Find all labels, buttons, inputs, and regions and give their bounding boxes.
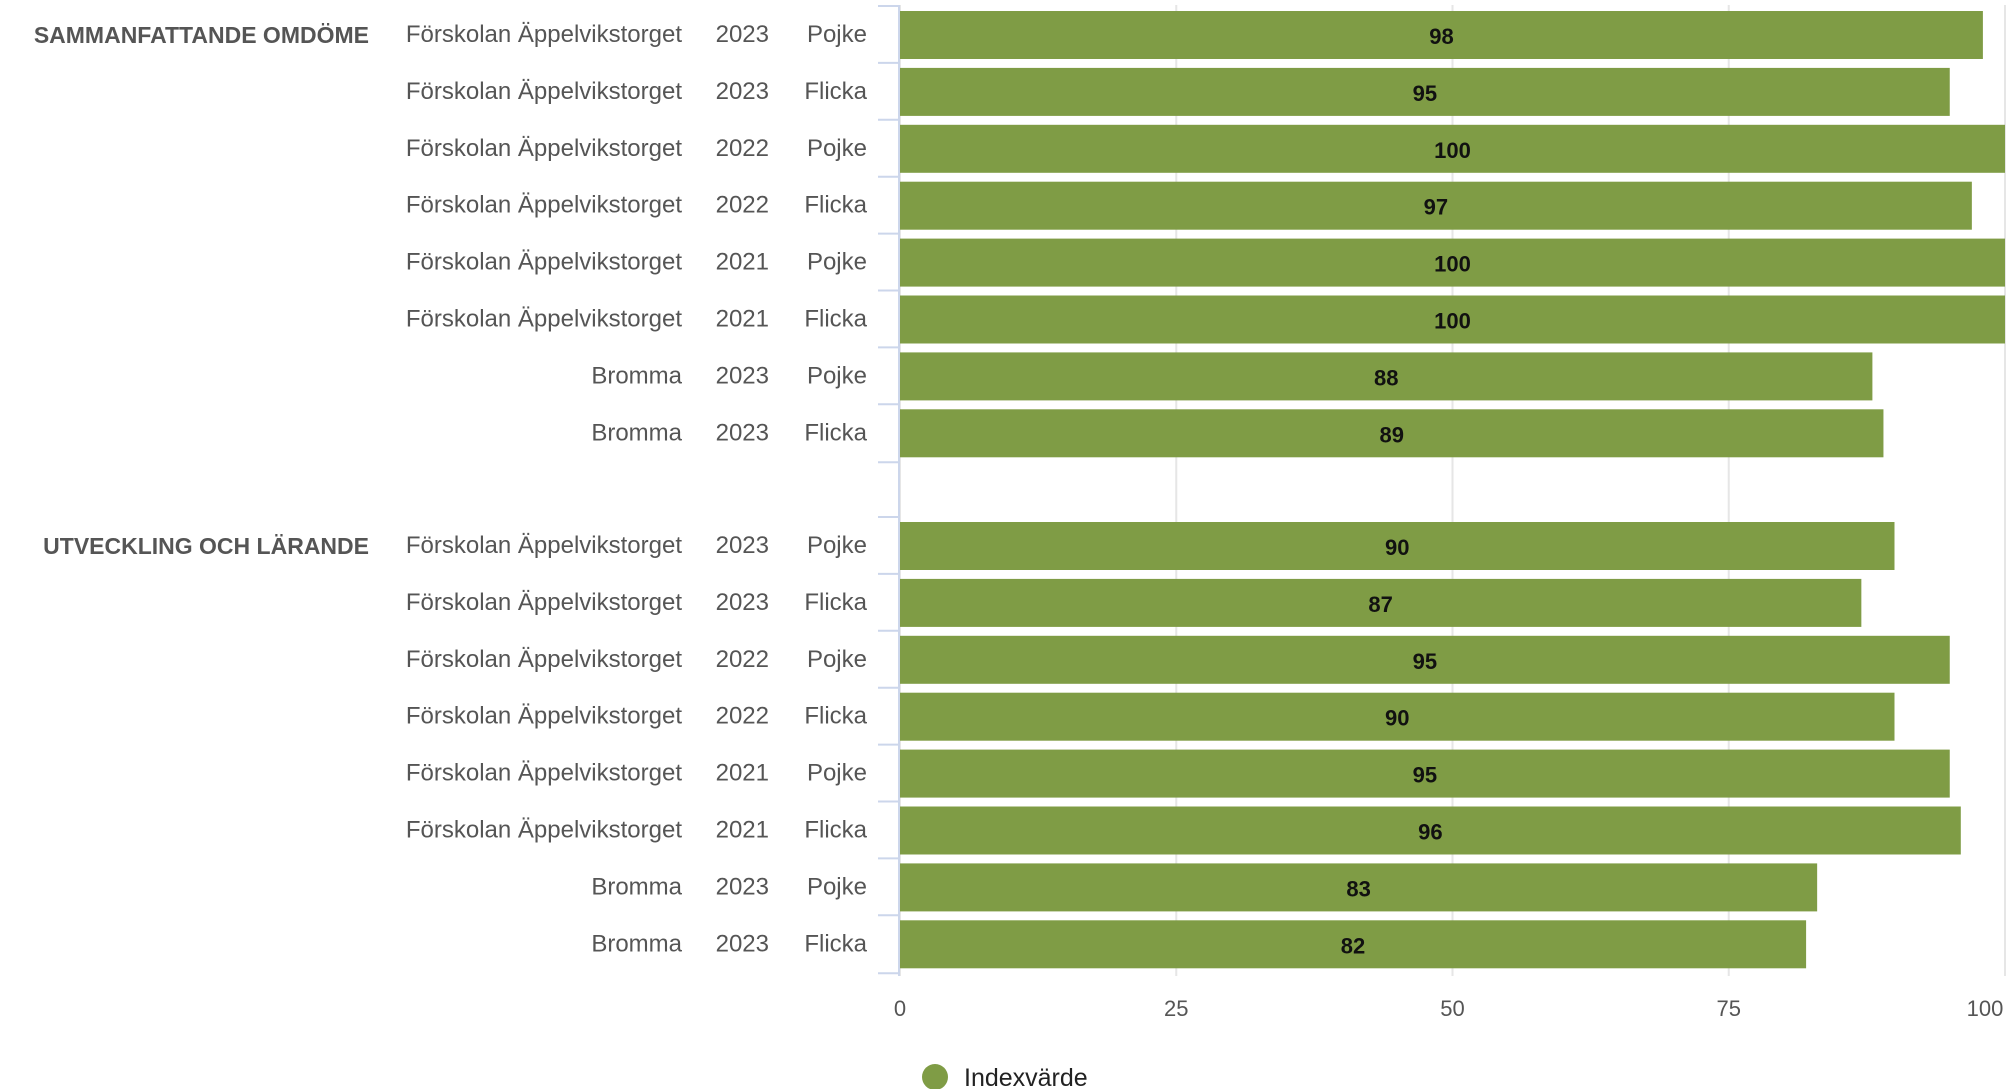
category-label-year: 2023 [716, 362, 769, 389]
x-tick-label: 0 [894, 996, 906, 1021]
category-labels: SAMMANFATTANDE OMDÖME 98 Förskolan Äppelvi… [34, 21, 1471, 958]
data-label: 90 [1385, 706, 1409, 731]
category-label-unit: Förskolan Äppelvikstorget [406, 817, 682, 844]
data-label: 89 [1379, 422, 1403, 447]
category-label-gender: Flicka [804, 192, 867, 219]
data-label: 83 [1346, 876, 1370, 901]
bar[interactable] [900, 124, 2005, 173]
category-label-unit: Förskolan Äppelvikstorget [406, 135, 682, 162]
category-label-unit: Förskolan Äppelvikstorget [406, 589, 682, 616]
category-label-gender: Pojke [807, 249, 867, 276]
x-tick-label: 50 [1440, 996, 1464, 1021]
bar[interactable] [900, 295, 2005, 344]
category-label-year: 2021 [716, 306, 769, 333]
bar[interactable] [900, 920, 1807, 969]
category-label-year: 2021 [716, 760, 769, 787]
data-label: 90 [1385, 535, 1409, 560]
category-label-gender: Pojke [807, 135, 867, 162]
bar[interactable] [900, 11, 1983, 59]
x-axis-ticks: 0 25 50 75 100 [894, 996, 2003, 1021]
data-label: 87 [1368, 592, 1392, 617]
category-label-unit: Förskolan Äppelvikstorget [406, 703, 682, 730]
group-label: UTVECKLING OCH LÄRANDE [43, 533, 369, 559]
data-label: 82 [1341, 933, 1365, 958]
category-label-gender: Flicka [804, 306, 867, 333]
data-label: 95 [1413, 763, 1437, 788]
category-label-year: 2023 [716, 930, 769, 957]
category-label-unit: Förskolan Äppelvikstorget [406, 249, 682, 276]
category-label-gender: Pojke [807, 21, 867, 48]
category-label-gender: Pojke [807, 532, 867, 559]
category-label-gender: Flicka [804, 703, 867, 730]
category-label-year: 2022 [716, 646, 769, 673]
bar[interactable] [900, 635, 1950, 684]
data-label: 88 [1374, 365, 1398, 390]
data-label: 100 [1434, 252, 1471, 277]
x-tick-label: 25 [1164, 996, 1188, 1021]
category-label-gender: Flicka [804, 589, 867, 616]
category-label-unit: Bromma [591, 419, 682, 446]
bar[interactable] [900, 67, 1950, 116]
category-label-year: 2021 [716, 817, 769, 844]
category-label-gender: Flicka [804, 419, 867, 446]
data-label: 97 [1424, 195, 1448, 220]
category-label-unit: Förskolan Äppelvikstorget [406, 532, 682, 559]
category-label-unit: Förskolan Äppelvikstorget [406, 760, 682, 787]
category-label-year: 2022 [716, 135, 769, 162]
group-label: SAMMANFATTANDE OMDÖME [34, 22, 369, 48]
category-label-year: 2022 [716, 192, 769, 219]
legend-swatch-icon [922, 1064, 948, 1089]
category-label-gender: Pojke [807, 362, 867, 389]
category-label-year: 2023 [716, 78, 769, 105]
category-label-unit: Förskolan Äppelvikstorget [406, 21, 682, 48]
category-label-unit: Förskolan Äppelvikstorget [406, 78, 682, 105]
category-label-year: 2023 [716, 21, 769, 48]
category-label-unit: Bromma [591, 362, 682, 389]
category-label-gender: Flicka [804, 817, 867, 844]
data-label: 95 [1413, 649, 1437, 674]
category-label-gender: Flicka [804, 930, 867, 957]
data-label: 100 [1434, 309, 1471, 334]
legend[interactable]: Indexvärde [922, 1064, 1088, 1089]
bar[interactable] [900, 181, 1972, 230]
category-label-unit: Bromma [591, 930, 682, 957]
bar[interactable] [900, 409, 1884, 458]
category-label-year: 2021 [716, 249, 769, 276]
category-label-year: 2023 [716, 873, 769, 900]
bar[interactable] [900, 692, 1895, 741]
bar-series [900, 11, 2005, 969]
category-label-unit: Förskolan Äppelvikstorget [406, 306, 682, 333]
category-label-unit: Förskolan Äppelvikstorget [406, 192, 682, 219]
data-label: 100 [1434, 138, 1471, 163]
category-label-year: 2023 [716, 532, 769, 559]
category-label-gender: Pojke [807, 646, 867, 673]
category-label-year: 2023 [716, 419, 769, 446]
data-label: 96 [1418, 820, 1442, 845]
category-label-gender: Pojke [807, 873, 867, 900]
category-label-year: 2023 [716, 589, 769, 616]
category-label-gender: Pojke [807, 760, 867, 787]
x-tick-label: 100 [1967, 996, 2004, 1021]
category-axis [878, 5, 900, 976]
data-label: 98 [1429, 24, 1453, 49]
bar[interactable] [900, 863, 1818, 912]
category-label-year: 2022 [716, 703, 769, 730]
bar[interactable] [900, 749, 1950, 798]
data-label: 95 [1413, 81, 1437, 106]
bar[interactable] [900, 578, 1862, 627]
bar[interactable] [900, 238, 2005, 287]
legend-label: Indexvärde [964, 1064, 1088, 1089]
bar[interactable] [900, 806, 1961, 855]
category-label-gender: Flicka [804, 78, 867, 105]
bar[interactable] [900, 352, 1873, 401]
category-label-unit: Förskolan Äppelvikstorget [406, 646, 682, 673]
x-tick-label: 75 [1717, 996, 1741, 1021]
category-label-unit: Bromma [591, 873, 682, 900]
bar[interactable] [900, 522, 1895, 570]
